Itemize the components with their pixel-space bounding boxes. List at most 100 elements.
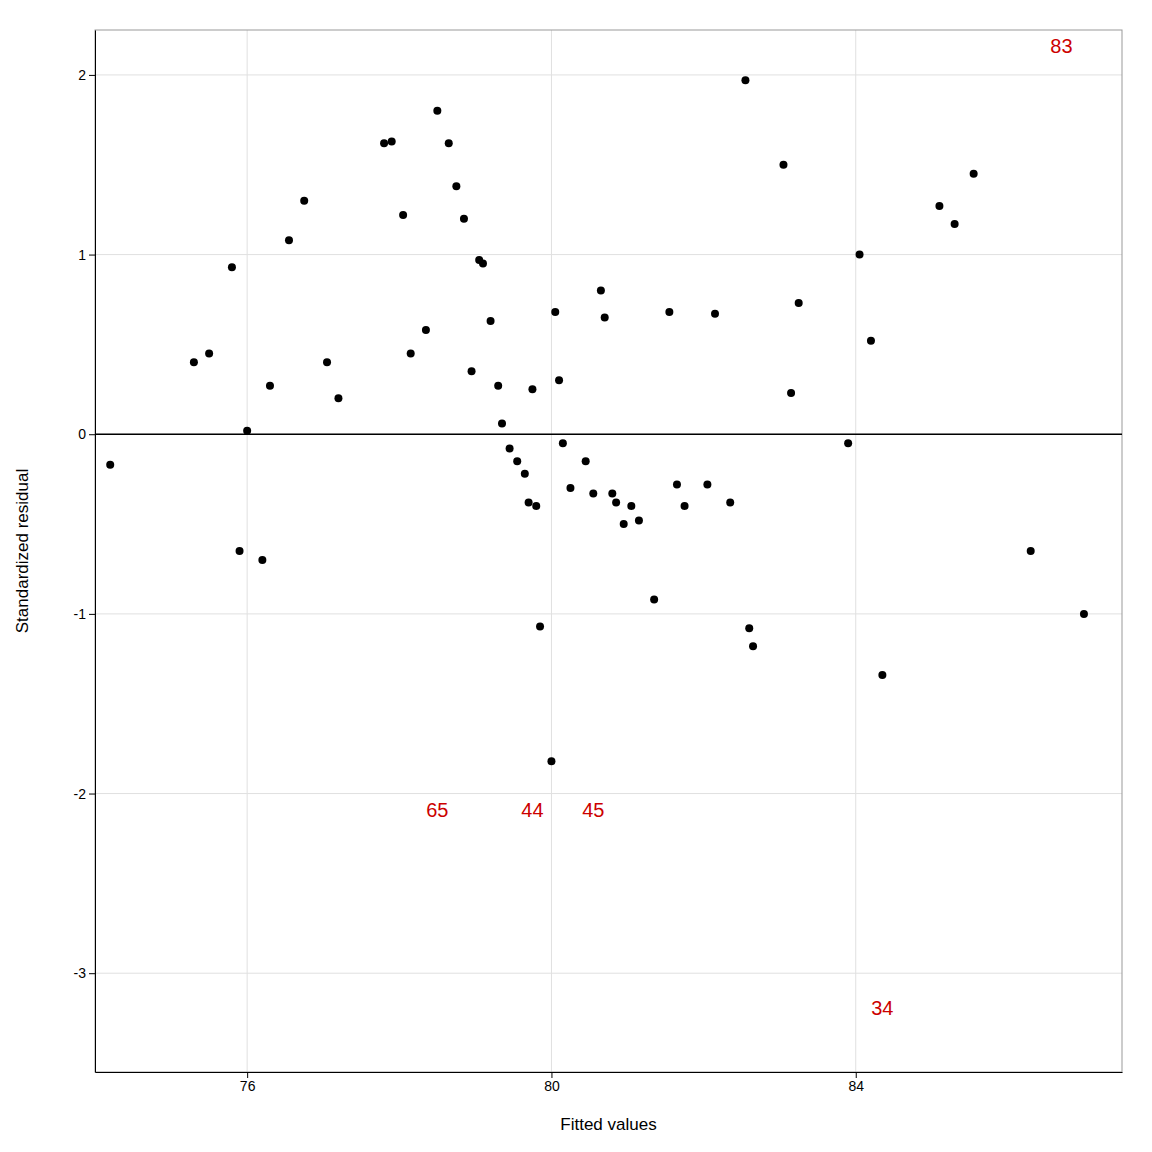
point [970, 170, 978, 178]
x-tick-label: 80 [544, 1078, 560, 1094]
grid-line-y [95, 973, 1122, 974]
point [243, 427, 251, 435]
grid [95, 30, 1122, 1072]
outlier-label: 65 [426, 799, 448, 821]
plot-area: 768084-3-2-10128365444534 [74, 30, 1123, 1094]
y-tick-mark [89, 973, 95, 974]
point [878, 671, 886, 679]
grid-line-y [95, 613, 1122, 614]
point [106, 461, 114, 469]
point [1027, 547, 1035, 555]
y-tick-mark [89, 255, 95, 256]
y-tick: -3 [74, 965, 95, 981]
x-axis-title: Fitted values [560, 1115, 656, 1134]
point [334, 394, 342, 402]
point [779, 161, 787, 169]
point [532, 502, 540, 510]
point [745, 624, 753, 632]
point [856, 251, 864, 259]
point [479, 260, 487, 268]
point [525, 498, 533, 506]
point [528, 385, 536, 393]
y-tick-label: 1 [78, 247, 86, 263]
point [711, 310, 719, 318]
y-tick: 1 [78, 247, 95, 263]
point [555, 376, 563, 384]
grid-line-y [95, 74, 1122, 75]
point [285, 236, 293, 244]
y-tick: 2 [78, 67, 95, 83]
y-tick-mark [89, 614, 95, 615]
annotations: 8365444534 [426, 35, 1072, 1018]
point [498, 419, 506, 427]
point [681, 502, 689, 510]
point [468, 367, 476, 375]
point [399, 211, 407, 219]
y-tick-label: 0 [78, 426, 86, 442]
chart: 768084-3-2-10128365444534Fitted valuesSt… [0, 0, 1152, 1152]
point [589, 490, 597, 498]
x-tick: 80 [544, 1072, 560, 1094]
y-axis-line [95, 31, 96, 1073]
point [665, 308, 673, 316]
point [506, 445, 514, 453]
point [741, 76, 749, 84]
y-tick: -2 [74, 786, 95, 802]
grid-line-y [95, 254, 1122, 255]
y-tick-label: -2 [74, 786, 87, 802]
point [190, 358, 198, 366]
point [236, 547, 244, 555]
point [627, 502, 635, 510]
point [323, 358, 331, 366]
point [407, 349, 415, 357]
point [1080, 610, 1088, 618]
point [612, 498, 620, 506]
point [673, 481, 681, 489]
point [650, 596, 658, 604]
grid-line-y [95, 793, 1122, 794]
point [951, 220, 959, 228]
point [258, 556, 266, 564]
y-axis: -3 -2 -1 0 1 2 [74, 31, 96, 1073]
point [795, 299, 803, 307]
grid-line-x [551, 30, 552, 1072]
point [582, 457, 590, 465]
point [460, 215, 468, 223]
y-tick: -1 [74, 606, 95, 622]
point [551, 308, 559, 316]
grid-line-x [247, 30, 248, 1072]
point [608, 490, 616, 498]
point [601, 313, 609, 321]
y-tick-mark [89, 794, 95, 795]
point [566, 484, 574, 492]
point [228, 263, 236, 271]
y-tick-mark [89, 75, 95, 76]
outlier-label: 44 [521, 799, 543, 821]
y-tick-mark [89, 434, 95, 435]
point [749, 642, 757, 650]
point [300, 197, 308, 205]
point [433, 107, 441, 115]
point [452, 182, 460, 190]
point [513, 457, 521, 465]
point [620, 520, 628, 528]
point [597, 287, 605, 295]
point [867, 337, 875, 345]
marks [95, 76, 1122, 765]
point [494, 382, 502, 390]
grid-line-x [855, 30, 856, 1072]
point [205, 349, 213, 357]
point [547, 757, 555, 765]
point [487, 317, 495, 325]
point [635, 516, 643, 524]
point [844, 439, 852, 447]
point [559, 439, 567, 447]
x-tick: 84 [848, 1072, 864, 1094]
x-tick-label: 76 [240, 1078, 256, 1094]
point [536, 622, 544, 630]
plot-frame [95, 30, 1122, 1072]
point [380, 139, 388, 147]
point [388, 137, 396, 145]
outlier-label: 83 [1050, 35, 1072, 57]
point [521, 470, 529, 478]
